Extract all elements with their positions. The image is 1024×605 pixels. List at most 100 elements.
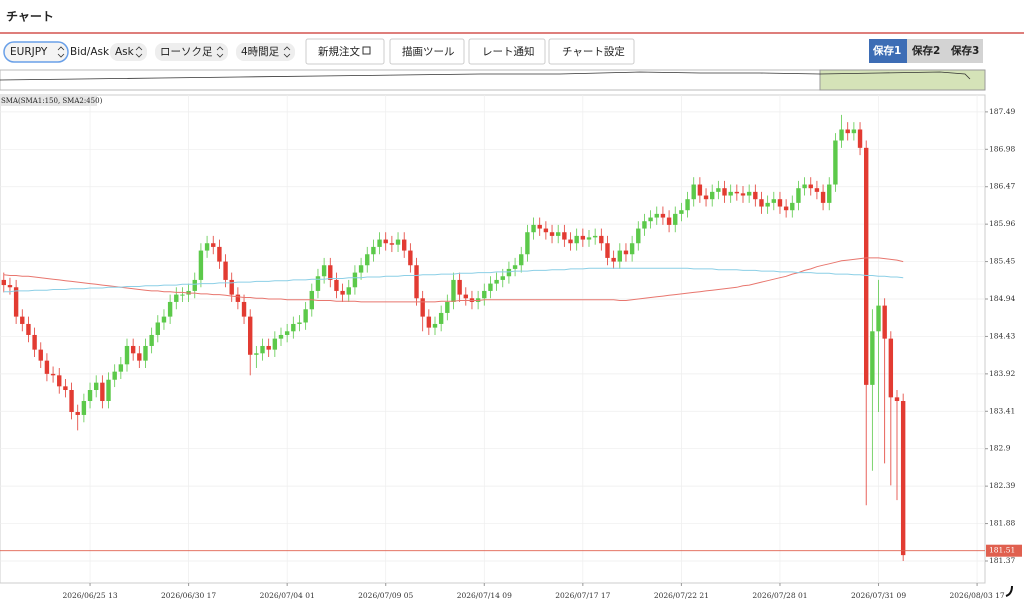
save-tab-active[interactable] [869,39,907,63]
candle-body [44,360,50,374]
candle-body [580,235,586,240]
candle-body [537,224,542,229]
candle-body [408,250,413,266]
candle-body [334,279,339,291]
candle-body [900,401,906,556]
button-text: 新規注文 [318,45,360,58]
candle-body [229,279,234,295]
candle-body [716,188,721,192]
candle-body [13,287,19,317]
candle-body [562,232,567,240]
candle-body [660,213,666,218]
candle-body [833,140,838,185]
y-tick-label: 186.98 [989,144,1015,153]
candle-body [814,188,820,192]
window-icon [362,46,371,55]
new-order-button[interactable] [305,38,385,65]
candle-body [75,412,80,415]
candle-body [383,239,388,244]
candle-body [402,239,407,251]
candle-body [432,323,438,328]
drawing-tool-button[interactable] [389,38,465,65]
price-type-select[interactable] [110,43,147,61]
candle-body [666,217,672,225]
candle-body [734,191,740,194]
candle-body [808,184,813,189]
candle-body [568,239,573,244]
candle-body [790,202,795,211]
y-tick-label: 182.39 [989,481,1015,490]
candle-body [599,235,604,244]
x-tick-label: 2026/06/30 17 [161,591,216,600]
candle-body [482,290,487,299]
candle-body [574,235,579,244]
candle-body [703,195,709,200]
candle-body [611,257,616,262]
indicator-label: SMA(SMA1:150, SMA2:450) [1,97,103,105]
y-tick-label: 184.43 [989,331,1015,340]
candle-body [648,217,653,222]
candle-body [254,353,259,355]
save-tab[interactable] [907,39,946,63]
candle-body [870,331,875,385]
candle-body [525,232,530,255]
current-price-tag [986,544,1022,557]
candle-body [451,279,456,302]
candle-body [32,334,37,350]
y-tick-label: 181.37 [989,556,1015,565]
candle-body [377,239,382,247]
candle-body [839,129,844,141]
rate-alert-button[interactable] [468,38,546,65]
candle-body [118,364,124,372]
save-tab-text: 保存1 [872,44,901,57]
chart-settings-button[interactable] [548,38,635,65]
y-tick-label: 186.47 [989,182,1015,191]
candle-body [81,401,87,415]
candle-body [759,199,764,207]
candle-body [124,345,130,365]
y-tick-label: 181.88 [989,519,1015,528]
y-tick-label: 183.92 [989,369,1015,378]
candle-body [586,237,592,240]
loading-icon [1005,585,1013,597]
candle-body [57,375,62,387]
y-tick-label: 185.96 [989,219,1015,228]
candle-body [710,191,715,200]
candle-body [112,371,117,380]
candle-body [223,261,228,280]
chart-style-select[interactable] [155,43,228,61]
candle-body [802,184,807,189]
timeframe-select[interactable] [236,43,295,61]
candle-body [284,331,290,335]
save-tab[interactable] [946,39,983,63]
candle-body [771,199,776,203]
candle-body [266,345,271,350]
candle-body [38,349,43,361]
candle-body [303,309,308,323]
candle-body [358,265,364,273]
price-type-text: Ask [115,46,135,58]
symbol-select[interactable] [3,41,69,63]
candle-body [777,199,783,207]
candle-body [697,184,703,196]
candle-body [500,276,505,280]
candle-body [876,305,881,332]
candle-body [211,243,216,247]
candle-body [753,191,758,200]
candle-body [50,373,56,376]
candle-body [389,243,395,245]
chart-style-text: ローソク足 [160,46,213,58]
candle-body [94,382,99,391]
candle-body [864,147,869,385]
candle-body [272,338,278,350]
candle-body [617,250,622,262]
candle-body [340,290,345,295]
indicator-label-bg [0,95,97,106]
candle-body [765,202,770,207]
candle-body [161,316,167,323]
candle-body [291,323,296,332]
navigator-window[interactable] [819,69,986,91]
candle-body [248,316,253,355]
candle-body [851,129,857,134]
candle-body [605,243,610,258]
